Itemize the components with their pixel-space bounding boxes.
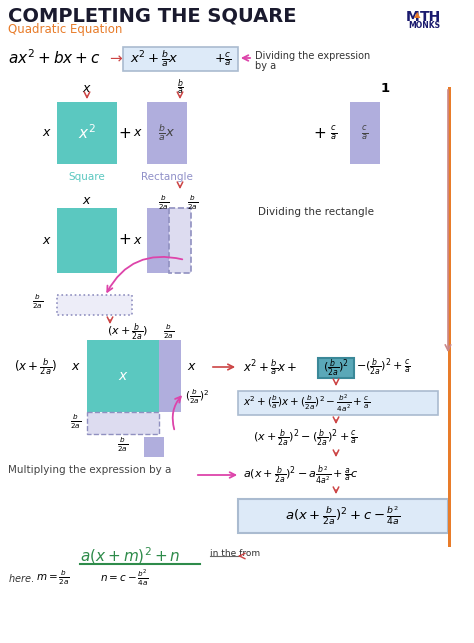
Bar: [238, 499, 448, 533]
Text: $\frac{b}{2a}$: $\frac{b}{2a}$: [163, 323, 174, 341]
Bar: [87, 340, 159, 412]
Text: $+$: $+$: [118, 233, 132, 248]
Bar: [169, 208, 191, 273]
Text: $x$: $x$: [82, 194, 92, 206]
Text: Dividing the expression: Dividing the expression: [255, 51, 370, 61]
Bar: [87, 412, 159, 434]
Text: $(x + \frac{b}{2a})$: $(x + \frac{b}{2a})$: [14, 356, 57, 377]
Bar: [238, 391, 438, 415]
Text: $\mathbf{1}$: $\mathbf{1}$: [380, 82, 390, 95]
Text: $x^2$: $x^2$: [78, 123, 96, 142]
Text: by a: by a: [255, 61, 276, 71]
Text: $(\frac{b}{2a})^2$: $(\frac{b}{2a})^2$: [185, 388, 210, 406]
Text: $- (\frac{b}{2a})^2 + \frac{c}{a}$: $- (\frac{b}{2a})^2 + \frac{c}{a}$: [356, 356, 411, 377]
Text: $ax^2 + bx + c$: $ax^2 + bx + c$: [8, 49, 100, 68]
Text: $\frac{b}{2a}$: $\frac{b}{2a}$: [71, 413, 82, 431]
Text: $\frac{b}{2a}$: $\frac{b}{2a}$: [187, 194, 199, 212]
Text: $\mathit{here.}$: $\mathit{here.}$: [8, 572, 34, 584]
Text: Square: Square: [69, 172, 105, 182]
Text: $x$: $x$: [42, 127, 52, 140]
Text: $+$: $+$: [313, 125, 327, 141]
Bar: [144, 437, 164, 457]
Text: $x^2 + (\frac{b}{a})x + (\frac{b}{2a})^2 - \frac{b^2}{4a^2} + \frac{c}{a}$: $x^2 + (\frac{b}{a})x + (\frac{b}{2a})^2…: [243, 392, 370, 413]
Text: $x$: $x$: [82, 82, 92, 95]
Text: $x$: $x$: [71, 361, 81, 374]
Text: $x^2 + \frac{b}{a}x +$: $x^2 + \frac{b}{a}x +$: [243, 358, 297, 377]
Text: ▲: ▲: [414, 10, 420, 19]
Text: TH: TH: [420, 10, 441, 24]
Text: Dividing the rectangle: Dividing the rectangle: [258, 207, 374, 217]
Text: $\frac{c}{a}$: $\frac{c}{a}$: [362, 124, 368, 142]
Text: $n = c - \frac{b^2}{4a}$: $n = c - \frac{b^2}{4a}$: [100, 568, 149, 588]
Text: $x$: $x$: [118, 369, 128, 383]
Text: $x$: $x$: [187, 361, 197, 374]
Text: MONKS: MONKS: [408, 21, 440, 30]
Text: $\rightarrow$: $\rightarrow$: [107, 51, 124, 66]
Text: $m = \frac{b}{2a}$: $m = \frac{b}{2a}$: [36, 569, 70, 587]
Text: Rectangle: Rectangle: [141, 172, 193, 182]
Bar: [318, 358, 354, 378]
Text: $+ \frac{c}{a}$: $+ \frac{c}{a}$: [214, 50, 232, 68]
Text: Multiplying the expression by a: Multiplying the expression by a: [8, 465, 172, 475]
Bar: [57, 295, 132, 315]
Text: M: M: [406, 10, 420, 24]
Bar: [350, 102, 380, 164]
Text: $\frac{b}{2a}$: $\frac{b}{2a}$: [32, 293, 44, 311]
Bar: [147, 102, 187, 164]
Text: in the from: in the from: [210, 548, 260, 557]
Bar: [448, 87, 451, 547]
Text: $(\frac{b}{2a})^2$: $(\frac{b}{2a})^2$: [323, 358, 349, 379]
Text: $\frac{b}{a}x$: $\frac{b}{a}x$: [158, 123, 176, 143]
Text: COMPLETING THE SQUARE: COMPLETING THE SQUARE: [8, 6, 297, 26]
Text: $\frac{b}{2a}$: $\frac{b}{2a}$: [158, 194, 170, 212]
Text: $x^2 + \frac{b}{a}x$: $x^2 + \frac{b}{a}x$: [130, 49, 179, 69]
Text: $a(x + \frac{b}{2a})^2 - a\frac{b^2}{4a^2} + \frac{a}{a}c$: $a(x + \frac{b}{2a})^2 - a\frac{b^2}{4a^…: [243, 464, 359, 485]
Text: $\frac{b}{2a}$: $\frac{b}{2a}$: [118, 436, 128, 455]
Bar: [123, 47, 238, 71]
Text: $+$: $+$: [118, 125, 132, 141]
Bar: [57, 208, 117, 273]
Text: $\frac{b}{a}$: $\frac{b}{a}$: [176, 78, 183, 98]
Text: Quadratic Equation: Quadratic Equation: [8, 24, 122, 37]
Text: $(x + \frac{b}{2a})$: $(x + \frac{b}{2a})$: [107, 322, 148, 343]
Text: $a(x + m)^2 + n$: $a(x + m)^2 + n$: [80, 546, 181, 566]
Bar: [159, 340, 181, 412]
Text: $(x + \frac{b}{2a})^2 - (\frac{b}{2a})^2 + \frac{c}{a}$: $(x + \frac{b}{2a})^2 - (\frac{b}{2a})^2…: [253, 427, 358, 449]
Text: $x$: $x$: [42, 233, 52, 246]
Bar: [57, 102, 117, 164]
Bar: [147, 208, 169, 273]
Text: $a(x + \frac{b}{2a})^2 + c - \frac{b^2}{4a}$: $a(x + \frac{b}{2a})^2 + c - \frac{b^2}{…: [285, 505, 401, 527]
Text: $x$: $x$: [133, 127, 143, 140]
Text: $x$: $x$: [133, 233, 143, 246]
Text: $\frac{c}{a}$: $\frac{c}{a}$: [330, 124, 337, 142]
